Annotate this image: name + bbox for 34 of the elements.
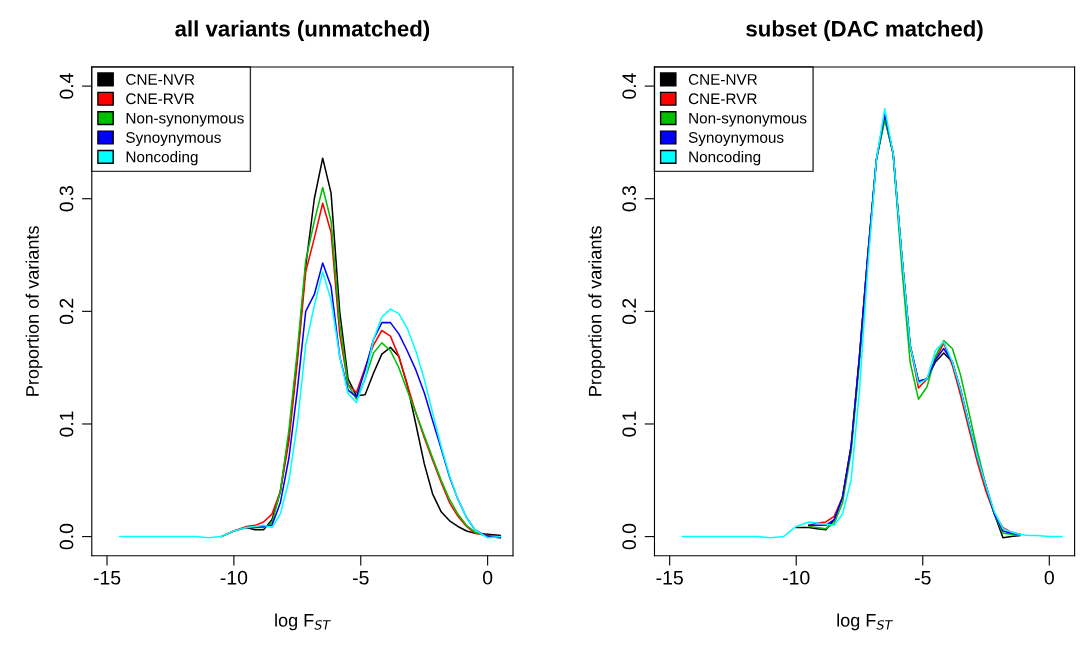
- y-tick-label: 0.0: [59, 523, 74, 550]
- x-tick-label: -5: [914, 571, 931, 585]
- y-tick-label: 0.2: [59, 298, 74, 325]
- legend-label: Noncoding: [689, 151, 761, 166]
- x-tick-label: -10: [220, 570, 248, 585]
- y-tick-label: 0.2: [622, 298, 637, 325]
- y-tick-label: 0.1: [622, 411, 637, 437]
- x-tick-label: -10: [783, 570, 810, 585]
- legend-label: CNE-NVR: [126, 74, 195, 85]
- x-tick-label: -5: [352, 571, 369, 585]
- y-tick-label: 0.4: [622, 73, 637, 99]
- x-tick-label: 0: [482, 570, 493, 585]
- legend-label: Noncoding: [126, 151, 198, 166]
- legend-label: Synoynymous: [688, 132, 784, 146]
- legend-label: CNE-RVR: [688, 93, 757, 105]
- y-tick-label: 0.3: [622, 186, 637, 212]
- y-tick-label: 0.1: [59, 411, 74, 437]
- legend-label: Non-synonymous: [126, 112, 244, 127]
- y-tick-label: 0.4: [59, 73, 74, 99]
- x-axis-title: log F$_{ST}$: [275, 613, 331, 631]
- legend-label: CNE-NVR: [688, 74, 757, 85]
- legend-label: Non-synonymous: [689, 112, 807, 127]
- chart-title: all variants (unmatched): [175, 20, 430, 42]
- x-tick-label: -15: [93, 571, 121, 585]
- y-tick-label: 0.0: [622, 523, 637, 550]
- y-axis-title: Proportion of variants: [25, 226, 43, 396]
- y-tick-label: 0.3: [59, 186, 74, 212]
- x-tick-label: 0: [1044, 570, 1054, 585]
- x-tick-label: -15: [656, 571, 683, 585]
- y-axis-title: Proportion of variants: [588, 226, 606, 396]
- x-axis-title: log F$_{ST}$: [837, 613, 894, 631]
- legend-label: Synoynymous: [126, 132, 221, 146]
- legend-label: CNE-RVR: [126, 93, 195, 105]
- chart-title: subset (DAC matched): [746, 20, 983, 42]
